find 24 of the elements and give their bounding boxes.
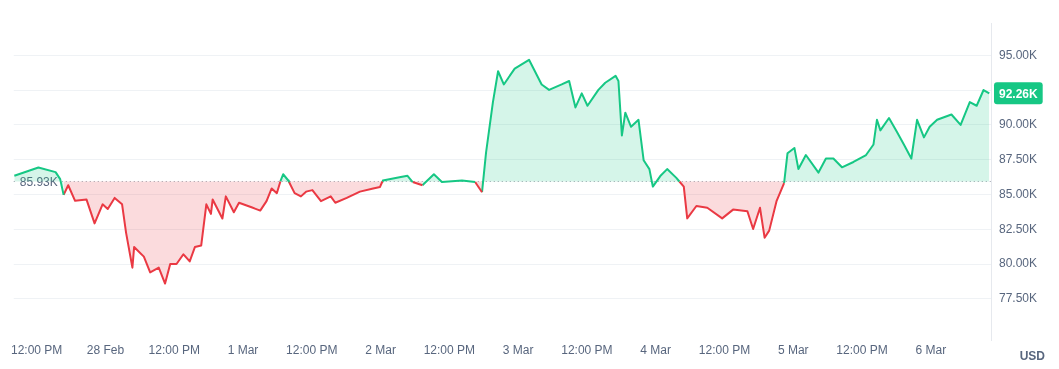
x-tick-label: 3 Mar	[502, 343, 534, 358]
x-tick-label: 2 Mar	[365, 343, 396, 358]
x-tick-label: 12:00 PM	[423, 343, 476, 358]
y-tick-label: 82.50K	[999, 221, 1038, 236]
y-tick-label: 85.00K	[999, 186, 1038, 201]
ref-line-label: 85.93K	[19, 174, 58, 189]
y-tick-label: 80.00K	[999, 256, 1038, 271]
x-tick-label: 5 Mar	[777, 343, 809, 358]
annotation: 92.26K	[999, 86, 1039, 101]
x-tick-label: 28 Feb	[86, 343, 125, 358]
x-tick-label: 1 Mar	[227, 343, 259, 358]
x-tick-label: 6 Mar	[915, 343, 947, 358]
x-tick-label: 12:00 PM	[561, 343, 613, 358]
y-tick-label: 90.00K	[999, 117, 1038, 132]
y-tick-label: 87.50K	[999, 151, 1038, 166]
x-tick-label: 12:00 PM	[10, 343, 63, 358]
x-tick-label: 12:00 PM	[148, 343, 200, 358]
x-tick-label: 12:00 PM	[698, 343, 751, 358]
text: USD	[1019, 348, 1046, 363]
x-tick-label: 12:00 PM	[836, 343, 888, 358]
y-tick-label: 77.50K	[999, 291, 1038, 306]
x-tick-label: 4 Mar	[640, 343, 672, 358]
x-tick-label: 12:00 PM	[286, 343, 338, 358]
y-tick-label: 95.00K	[999, 47, 1038, 62]
